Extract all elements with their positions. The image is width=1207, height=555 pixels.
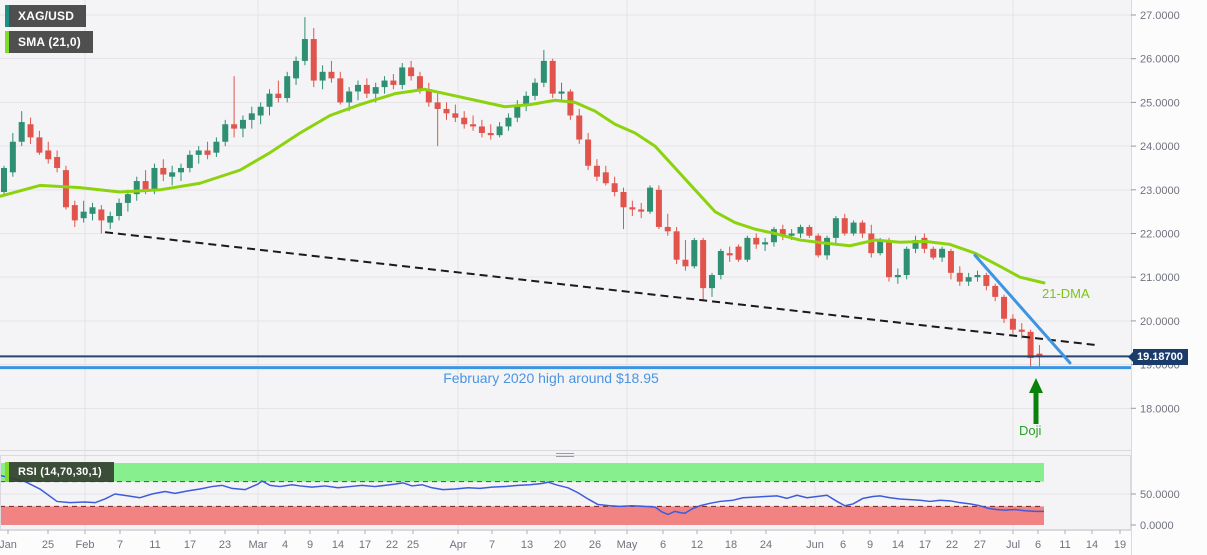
svg-text:24.0000: 24.0000	[1140, 141, 1180, 153]
svg-text:18: 18	[725, 539, 737, 551]
svg-text:22: 22	[386, 539, 398, 551]
grid-layer	[0, 0, 1131, 530]
svg-text:6: 6	[660, 539, 666, 551]
svg-text:Mar: Mar	[249, 539, 268, 551]
svg-text:Jun: Jun	[806, 539, 824, 551]
svg-text:0.0000: 0.0000	[1140, 520, 1174, 532]
svg-text:20: 20	[554, 539, 566, 551]
svg-text:Jul: Jul	[1006, 539, 1020, 551]
svg-text:23: 23	[219, 539, 231, 551]
symbol-label: XAG/USD	[18, 9, 75, 23]
svg-text:22: 22	[946, 539, 958, 551]
svg-text:26.0000: 26.0000	[1140, 54, 1180, 66]
svg-text:7: 7	[489, 539, 495, 551]
annotation-feb-2020-high[interactable]: February 2020 high around $18.95	[443, 370, 659, 386]
last-price-tag: 19.18700	[1128, 349, 1188, 365]
steep-blue-trendline[interactable]	[973, 253, 1072, 365]
rsi-bands	[0, 463, 1044, 525]
time-axis[interactable]: Jan 25 Feb 7 11 17 23 Mar 4 9 14 17 22 25 Apr 7 13 20 26 Ma…	[0, 530, 1126, 551]
rsi-legend-badge[interactable]: RSI (14,70,30,1)	[5, 462, 114, 482]
svg-text:9: 9	[307, 539, 313, 551]
svg-text:17: 17	[184, 539, 196, 551]
svg-text:11: 11	[1059, 539, 1070, 551]
svg-text:19: 19	[1114, 539, 1126, 551]
svg-text:4: 4	[282, 539, 288, 551]
rsi-label: RSI (14,70,30,1)	[18, 466, 102, 478]
svg-text:7: 7	[117, 539, 123, 551]
svg-text:17: 17	[919, 539, 931, 551]
sma-line	[0, 87, 1046, 285]
svg-text:11: 11	[149, 539, 160, 551]
annotation-doji[interactable]: Doji	[1019, 423, 1042, 438]
pane-resize-handle[interactable]	[556, 451, 574, 458]
svg-text:Apr: Apr	[449, 539, 466, 551]
sma-label: SMA (21,0)	[18, 35, 81, 49]
svg-text:May: May	[617, 539, 638, 551]
annotation-21dma[interactable]: 21-DMA	[1042, 286, 1090, 301]
price-axis[interactable]: 27.0000 26.0000 25.0000 24.0000 23.0000 22.00…	[1131, 10, 1180, 415]
svg-text:22.0000: 22.0000	[1140, 229, 1180, 241]
svg-text:20.0000: 20.0000	[1140, 316, 1180, 328]
svg-text:27.0000: 27.0000	[1140, 10, 1180, 22]
svg-text:24: 24	[760, 539, 772, 551]
doji-arrow[interactable]	[1029, 378, 1043, 424]
svg-text:6: 6	[840, 539, 846, 551]
svg-text:14: 14	[1086, 539, 1098, 551]
svg-text:9: 9	[867, 539, 873, 551]
svg-text:50.0000: 50.0000	[1140, 489, 1180, 501]
svg-text:25.0000: 25.0000	[1140, 97, 1180, 109]
svg-text:14: 14	[892, 539, 904, 551]
svg-text:21.0000: 21.0000	[1140, 272, 1180, 284]
svg-text:14: 14	[332, 539, 344, 551]
svg-text:17: 17	[359, 539, 371, 551]
svg-text:Feb: Feb	[76, 539, 95, 551]
svg-text:27: 27	[974, 539, 986, 551]
sma-legend-badge[interactable]: SMA (21,0)	[5, 31, 93, 53]
svg-text:12: 12	[691, 539, 703, 551]
svg-text:25: 25	[42, 539, 54, 551]
descending-trendline[interactable]	[104, 231, 1096, 346]
candles-layer	[1, 17, 1043, 367]
svg-text:23.0000: 23.0000	[1140, 185, 1180, 197]
svg-text:13: 13	[521, 539, 533, 551]
symbol-badge[interactable]: XAG/USD	[5, 5, 87, 27]
pane-frames	[0, 0, 1132, 555]
rsi-axis[interactable]: 50.0000 0.0000	[1131, 489, 1180, 532]
svg-text:18.0000: 18.0000	[1140, 403, 1180, 415]
svg-text:Jan: Jan	[0, 539, 17, 551]
svg-text:6: 6	[1035, 539, 1041, 551]
rsi-line	[0, 474, 1044, 516]
svg-text:25: 25	[407, 539, 419, 551]
svg-text:26: 26	[589, 539, 601, 551]
